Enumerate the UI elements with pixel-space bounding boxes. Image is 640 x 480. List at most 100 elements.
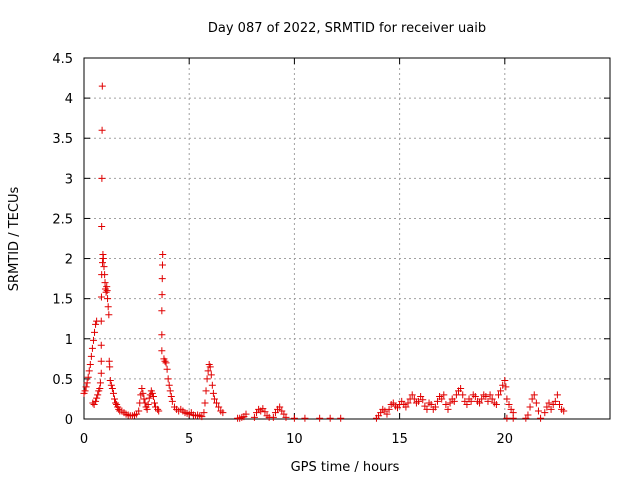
data-point bbox=[89, 336, 97, 344]
data-point bbox=[98, 174, 106, 182]
data-point bbox=[158, 261, 166, 269]
y-tick-label: 3.5 bbox=[52, 132, 73, 147]
data-point bbox=[438, 395, 446, 403]
data-point bbox=[88, 344, 96, 352]
data-point bbox=[105, 311, 113, 319]
data-point bbox=[106, 376, 114, 384]
data-point bbox=[553, 391, 561, 399]
data-point bbox=[99, 259, 107, 267]
data-point bbox=[99, 255, 107, 263]
y-tick-label: 4 bbox=[65, 92, 73, 107]
data-point bbox=[524, 411, 532, 419]
data-point bbox=[141, 399, 149, 407]
data-point bbox=[537, 414, 545, 422]
data-point bbox=[276, 403, 284, 411]
x-tick-label: 0 bbox=[80, 432, 88, 447]
data-point bbox=[101, 271, 109, 279]
y-tick-label: 2.5 bbox=[52, 212, 73, 227]
data-point bbox=[104, 303, 112, 311]
data-point bbox=[96, 379, 104, 387]
data-point bbox=[96, 385, 104, 393]
data-point bbox=[162, 359, 170, 367]
data-point bbox=[94, 391, 102, 399]
gridlines bbox=[84, 58, 610, 419]
data-point bbox=[154, 405, 162, 413]
data-point bbox=[97, 357, 105, 365]
data-point bbox=[301, 414, 309, 422]
data-point bbox=[206, 363, 214, 371]
data-point bbox=[140, 395, 148, 403]
data-point bbox=[494, 391, 502, 399]
data-point bbox=[383, 410, 391, 418]
data-point bbox=[543, 403, 551, 411]
data-point bbox=[478, 395, 486, 403]
y-tick-label: 4.5 bbox=[52, 52, 73, 67]
data-point bbox=[457, 385, 465, 393]
data-point bbox=[337, 414, 345, 422]
data-point bbox=[415, 397, 423, 405]
data-point bbox=[87, 352, 95, 360]
data-point bbox=[112, 399, 120, 407]
data-point bbox=[93, 394, 101, 402]
data-point bbox=[534, 407, 542, 415]
data-point bbox=[159, 251, 167, 259]
data-point bbox=[440, 391, 448, 399]
y-tick-label: 3 bbox=[65, 172, 73, 187]
data-point bbox=[138, 385, 146, 393]
data-point bbox=[492, 401, 500, 409]
data-point bbox=[503, 414, 511, 422]
data-point bbox=[158, 331, 166, 339]
data-point bbox=[139, 389, 147, 397]
data-point bbox=[108, 385, 116, 393]
data-point bbox=[106, 363, 114, 371]
data-point bbox=[104, 295, 112, 303]
data-point bbox=[242, 410, 250, 418]
data-point bbox=[148, 389, 156, 397]
data-point bbox=[98, 82, 106, 90]
data-point bbox=[85, 367, 93, 375]
data-point bbox=[528, 395, 536, 403]
data-point bbox=[442, 401, 450, 409]
data-point bbox=[547, 405, 555, 413]
data-point bbox=[316, 414, 324, 422]
data-point bbox=[410, 395, 418, 403]
data-point bbox=[419, 396, 427, 404]
data-point bbox=[167, 393, 175, 401]
data-point bbox=[526, 403, 534, 411]
data-point bbox=[444, 405, 452, 413]
data-point bbox=[210, 395, 218, 403]
data-point bbox=[90, 401, 98, 409]
data-point bbox=[81, 387, 89, 395]
data-point bbox=[161, 357, 169, 365]
data-point bbox=[202, 387, 210, 395]
data-point bbox=[135, 407, 143, 415]
data-points bbox=[80, 82, 568, 422]
y-tick-label: 2 bbox=[65, 253, 73, 268]
data-point bbox=[551, 397, 559, 405]
data-point bbox=[501, 376, 509, 384]
data-point bbox=[213, 399, 221, 407]
data-point bbox=[482, 393, 490, 401]
plot-frame bbox=[83, 57, 611, 420]
data-point bbox=[250, 413, 258, 421]
data-point bbox=[541, 409, 549, 417]
data-point bbox=[404, 399, 412, 407]
data-point bbox=[502, 383, 510, 391]
data-point bbox=[101, 279, 109, 287]
data-point bbox=[111, 395, 119, 403]
data-point bbox=[446, 399, 454, 407]
data-point bbox=[484, 397, 492, 405]
data-point bbox=[503, 395, 511, 403]
data-point bbox=[82, 383, 90, 391]
data-point bbox=[145, 394, 153, 402]
data-point bbox=[149, 393, 157, 401]
data-point bbox=[83, 379, 91, 387]
data-point bbox=[109, 389, 117, 397]
data-point bbox=[497, 387, 505, 395]
data-point bbox=[84, 373, 92, 381]
data-point bbox=[86, 360, 94, 368]
data-point bbox=[261, 408, 269, 416]
data-point bbox=[463, 401, 471, 409]
data-point bbox=[100, 263, 108, 271]
